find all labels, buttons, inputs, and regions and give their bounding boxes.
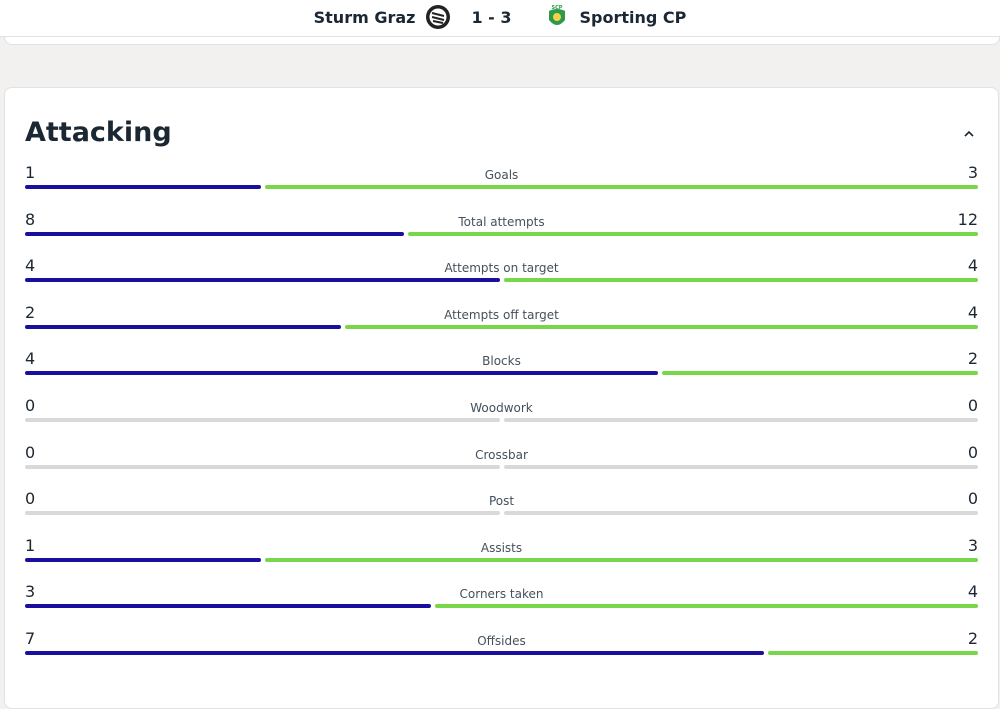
stat-row: 3 Corners taken 4	[25, 582, 978, 628]
away-bar	[768, 651, 978, 655]
stat-label: Post	[488, 494, 515, 509]
home-value: 4	[25, 349, 36, 369]
away-value: 0	[967, 489, 978, 509]
stat-row: 0 Woodwork 0	[25, 396, 978, 442]
stat-row: 0 Post 0	[25, 489, 978, 535]
stat-label: Woodwork	[470, 401, 533, 415]
away-bar	[265, 185, 978, 189]
stat-row: 2 Attempts off target 4	[25, 303, 978, 349]
home-bar	[25, 418, 500, 422]
away-bar	[503, 464, 978, 469]
away-bar	[503, 511, 978, 516]
home-bar	[25, 651, 765, 655]
home-bar	[25, 324, 341, 329]
away-value: 4	[967, 582, 978, 602]
stat-row: 4 Blocks 2	[25, 349, 978, 395]
home-bar	[25, 231, 405, 236]
away-bar	[344, 324, 978, 329]
home-value: 3	[25, 582, 36, 602]
sturm-graz-crest-icon	[425, 4, 451, 30]
home-team-name[interactable]: Sturm Graz	[313, 7, 416, 27]
home-bar	[25, 185, 262, 189]
home-value: 1	[25, 535, 36, 555]
away-bar	[408, 231, 978, 236]
home-bar	[25, 371, 659, 376]
away-value: 12	[957, 209, 978, 229]
home-value: 7	[25, 629, 36, 648]
away-bar	[662, 371, 978, 376]
home-bar	[25, 278, 500, 283]
away-bar	[503, 278, 978, 283]
away-value: 3	[967, 535, 978, 555]
section-title: Attacking	[25, 117, 172, 148]
chevron-up-icon[interactable]	[962, 126, 976, 140]
stat-label: Corners taken	[459, 587, 544, 602]
home-value: 4	[25, 256, 36, 276]
away-value: 3	[967, 163, 978, 182]
away-bar	[503, 418, 978, 422]
stat-row: 7 Offsides 2	[25, 629, 978, 675]
stat-label: Attempts off target	[444, 307, 559, 322]
home-value: 2	[25, 302, 36, 322]
home-bar	[25, 511, 500, 516]
stat-label: Attempts on target	[444, 261, 559, 276]
svg-text:SCP: SCP	[551, 5, 562, 11]
stat-label: Goals	[484, 168, 519, 182]
stat-label: Total attempts	[458, 214, 545, 229]
home-bar	[25, 604, 432, 609]
away-value: 4	[967, 302, 978, 322]
stat-row: 8 Total attempts 12	[25, 210, 978, 256]
attacking-stats-card: Attacking 1 Goals 3 8 Total attempts 12 4 Attem…	[4, 87, 999, 709]
stat-row: 1 Assists 3	[25, 536, 978, 582]
home-bar	[25, 464, 500, 469]
stat-label: Crossbar	[475, 447, 528, 462]
away-value: 0	[967, 396, 978, 415]
match-score: 1 - 3	[471, 7, 512, 27]
stat-label: Blocks	[482, 354, 521, 369]
home-value: 1	[25, 163, 36, 182]
stat-row: 0 Crossbar 0	[25, 443, 978, 489]
match-header	[0, 0, 1000, 37]
away-bar	[435, 604, 978, 609]
stat-row: 1 Goals 3	[25, 163, 978, 209]
stat-label: Offsides	[477, 634, 526, 648]
stat-row: 4 Attempts on target 4	[25, 256, 978, 302]
away-value: 2	[967, 349, 978, 369]
match-summary: Sturm Graz 1 - 3 SCP Sporting CP	[0, 4, 1000, 30]
away-team-name[interactable]: Sporting CP	[579, 7, 687, 27]
sporting-cp-crest-icon: SCP	[544, 4, 570, 30]
home-value: 0	[25, 489, 36, 509]
away-bar	[265, 557, 978, 562]
stat-label: Assists	[480, 540, 523, 555]
away-value: 2	[967, 629, 978, 648]
away-value: 0	[967, 442, 978, 462]
home-bar	[25, 557, 262, 562]
away-value: 4	[967, 256, 978, 276]
home-value: 0	[25, 396, 36, 415]
home-value: 0	[25, 442, 36, 462]
home-value: 8	[25, 209, 36, 229]
